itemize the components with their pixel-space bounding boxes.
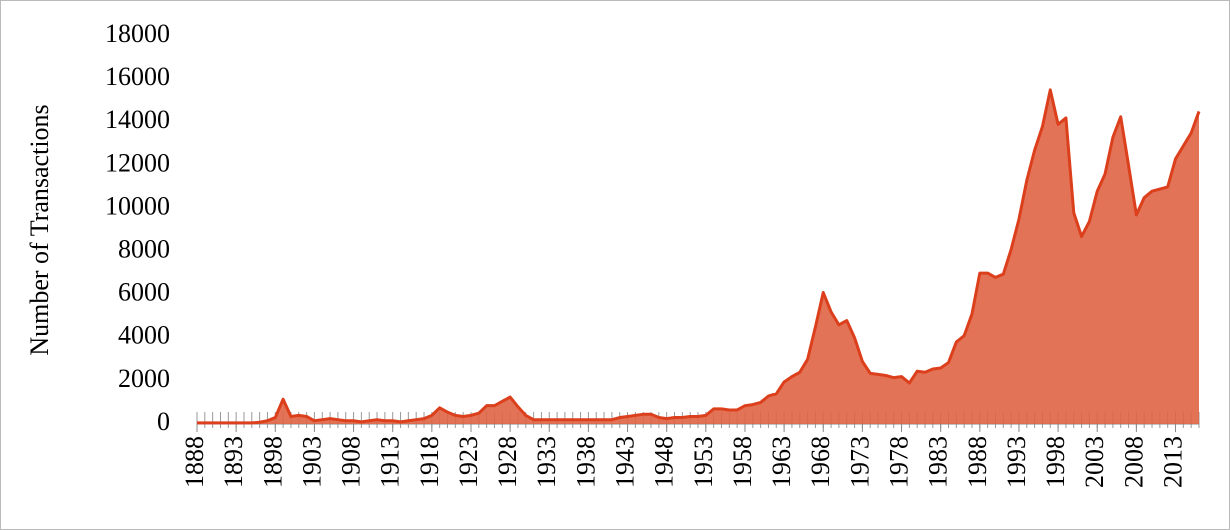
y-tick-label: 8000	[118, 235, 170, 264]
x-tick-label: 1933	[532, 436, 561, 488]
y-tick-label: 0	[157, 407, 170, 436]
x-tick-label: 1888	[180, 436, 209, 488]
area-line	[197, 88, 1201, 425]
y-tick-label: 10000	[105, 191, 170, 220]
y-tick-label: 2000	[118, 364, 170, 393]
x-tick-label: 1943	[611, 436, 640, 488]
x-tick-label: 1968	[806, 436, 835, 488]
x-tick-label: 1908	[337, 436, 366, 488]
x-tick-label: 1973	[845, 436, 874, 488]
y-tick-label: 4000	[118, 321, 170, 350]
x-tick-label: 1903	[297, 436, 326, 488]
x-tick-label: 1993	[1002, 436, 1031, 488]
x-tick-label: 2003	[1080, 436, 1109, 488]
x-tick-label: 1898	[258, 436, 287, 488]
y-tick-label: 14000	[105, 105, 170, 134]
x-tick-label: 1988	[963, 436, 992, 488]
y-tick-label: 18000	[105, 19, 170, 48]
x-tick-label: 1938	[571, 436, 600, 488]
x-tick-label: 1918	[415, 436, 444, 488]
x-tick-label: 1928	[493, 436, 522, 488]
x-tick-label: 1983	[924, 436, 953, 488]
x-tick-label: 1893	[219, 436, 248, 488]
y-tick-label: 12000	[105, 148, 170, 177]
x-tick-label: 2013	[1158, 436, 1187, 488]
x-tick-label: 1953	[689, 436, 718, 488]
x-tick-label: 1948	[650, 436, 679, 488]
y-tick-label: 16000	[105, 62, 170, 91]
y-tick-label: 6000	[118, 278, 170, 307]
x-tick-label: 1923	[454, 436, 483, 488]
x-tick-label: 2008	[1119, 436, 1148, 488]
x-tick-label: 1958	[728, 436, 757, 488]
y-axis-label: Number of Transactions	[25, 104, 54, 355]
x-tick-label: 1998	[1041, 436, 1070, 488]
x-tick-label: 1978	[885, 436, 914, 488]
area	[197, 89, 1199, 424]
x-tick-label: 1913	[376, 436, 405, 488]
x-tick-label: 1963	[767, 436, 796, 488]
